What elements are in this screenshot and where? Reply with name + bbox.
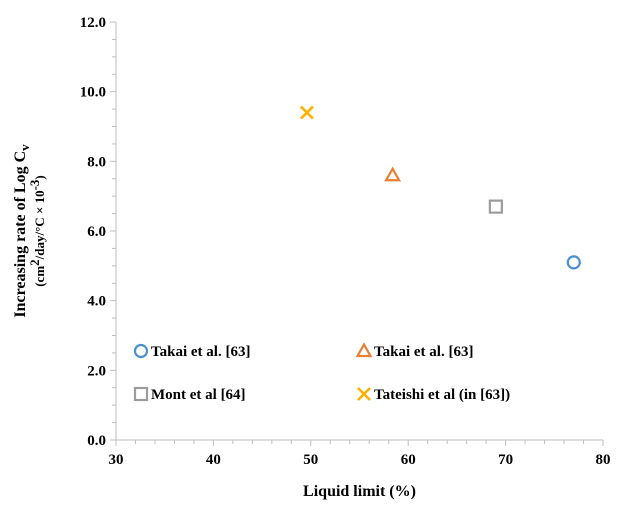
y-tick-label: 6.0 [87, 224, 106, 240]
axes [115, 22, 603, 441]
y-axis-title-main: Increasing rate of Log C [12, 151, 29, 318]
x-ticks: 30 40 50 60 70 80 [109, 440, 611, 468]
y-units-part-a: (cm [32, 266, 47, 287]
y-tick-label: 0.0 [87, 433, 106, 449]
y-tick-label: 8.0 [87, 154, 106, 170]
y-units-superscript-2: 2 [27, 259, 42, 266]
y-ticks: 0.0 2.0 4.0 6.0 8.0 10.0 12.0 [80, 15, 116, 449]
x-tick-label: 30 [109, 452, 124, 468]
data-point-square [488, 199, 503, 214]
legend-marker-square [133, 386, 149, 402]
x-tick-label: 80 [596, 452, 611, 468]
y-tick-label: 2.0 [87, 363, 106, 379]
legend-marker-circle [133, 343, 149, 359]
y-axis-title: Increasing rate of Log Cv [12, 144, 32, 318]
x-tick-label: 40 [206, 452, 221, 468]
legend-label: Tateishi et al (in [63]) [374, 387, 510, 403]
legend-label: Takai et al. [63] [374, 344, 473, 360]
data-point-circle [566, 255, 581, 270]
x-tick-label: 70 [498, 452, 513, 468]
legend-label: Takai et al. [63] [151, 344, 250, 360]
data-points [299, 105, 581, 270]
x-axis-title: Liquid limit (%) [303, 483, 416, 500]
y-units-part-e: ) [32, 175, 47, 179]
legend-marker-triangle [355, 342, 373, 358]
y-tick-label: 4.0 [87, 294, 106, 310]
y-axis-units: (cm2/day/°C × 10-3) [27, 175, 47, 287]
legend-label: Mont et al [64] [151, 387, 246, 403]
data-point-triangle [384, 166, 402, 182]
y-axis-title-subscript: v [17, 144, 32, 151]
y-units-superscript-neg3: -3 [27, 179, 42, 190]
x-tick-label: 50 [303, 452, 318, 468]
legend: Takai et al. [63] Takai et al. [63] Mont e… [133, 342, 510, 403]
y-units-part-c: /day/°C × 10 [32, 190, 47, 260]
y-tick-label: 10.0 [80, 85, 106, 101]
x-tick-label: 60 [401, 452, 416, 468]
y-tick-label: 12.0 [80, 15, 106, 31]
legend-marker-x [357, 387, 371, 401]
data-point-x [299, 105, 314, 120]
